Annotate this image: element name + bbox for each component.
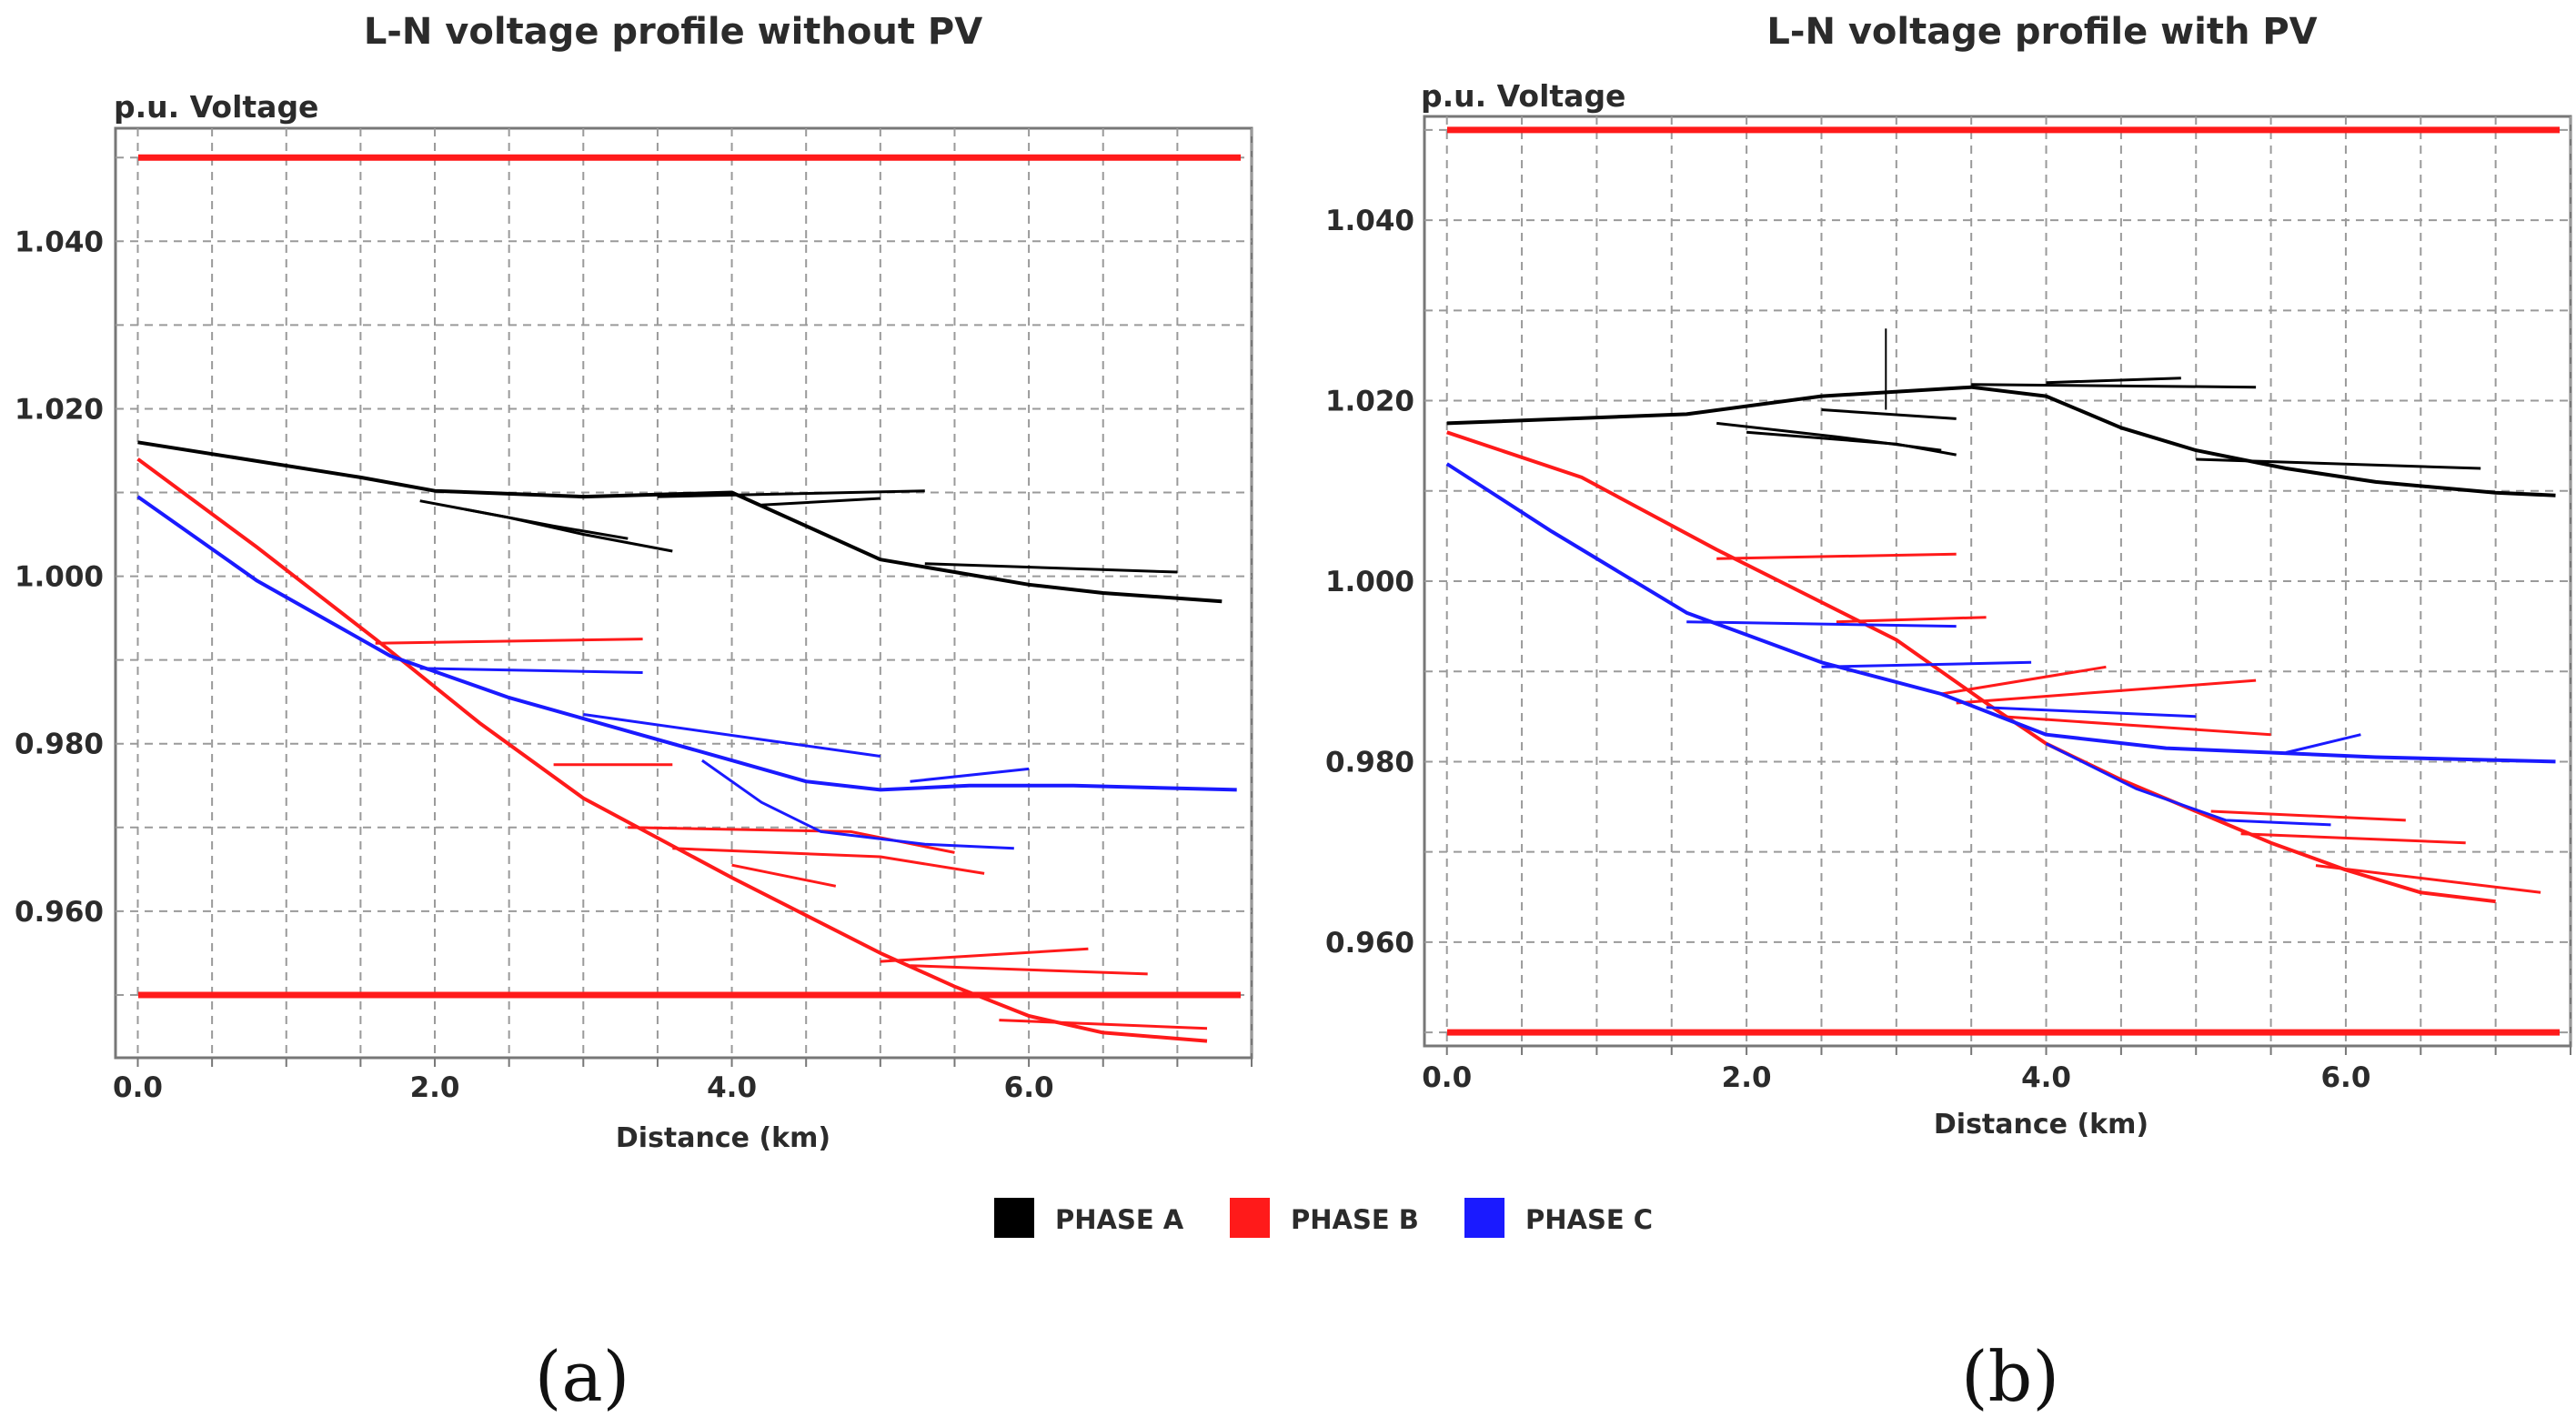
branch-line-phase-c (1986, 706, 2197, 719)
legend-item-phase-c: PHASE C (1464, 1198, 1653, 1238)
y-tick-label: 1.040 (15, 226, 104, 258)
series (1445, 328, 2556, 904)
legend-label-phase-b: PHASE B (1291, 1204, 1419, 1235)
series (136, 440, 1237, 1043)
y-tick-label: 1.020 (1325, 386, 1414, 418)
chart-title: L-N voltage profile without PV (364, 11, 982, 53)
y-tick-label: 0.980 (15, 729, 104, 761)
y-tick-label: 1.020 (15, 393, 104, 426)
voltage-limits (138, 154, 1241, 999)
y-axis-label: p.u. Voltage (1421, 78, 1625, 114)
chart-panel-a: 0.0 2.0 4.0 6.0 0.960 0.980 1.000 1.020 1.040 L-… (15, 11, 1253, 1417)
branch-line-phase-a (1821, 408, 1957, 420)
branch-line-phase-c (701, 759, 1014, 850)
legend-swatch-phase-c (1464, 1198, 1504, 1238)
branch-line-phase-b (1716, 552, 1957, 560)
branch-line-phase-b (1956, 678, 2257, 705)
branch-line-phase-b (2315, 864, 2541, 894)
branch-line-phase-a (464, 507, 629, 540)
branch-line-phase-a (761, 497, 880, 507)
plot-area-frame (114, 126, 1253, 1060)
chart-panel-b: 0.0 2.0 4.0 6.0 0.960 0.980 1.000 1.020 1.040 L-… (1325, 11, 2572, 1417)
x-tick-label: 2.0 (410, 1071, 460, 1104)
legend-swatch-phase-a (994, 1198, 1034, 1238)
y-tick-label: 0.960 (1325, 927, 1414, 960)
x-tick-label: 6.0 (1004, 1071, 1054, 1104)
x-tick-label: 0.0 (113, 1071, 163, 1104)
y-tick-label: 0.960 (15, 896, 104, 929)
chart-title: L-N voltage profile with PV (1766, 11, 2317, 53)
legend-label-phase-c: PHASE C (1525, 1204, 1653, 1235)
series-line-phase-c (1445, 462, 2556, 764)
panel-label-a: (a) (535, 1336, 630, 1417)
branch-line-phase-c (1686, 620, 1957, 628)
branch-line-phase-a (657, 489, 925, 498)
branch-line-phase-b (375, 638, 643, 645)
branch-line-phase-a (924, 562, 1178, 574)
branch-line-phase-c (2285, 733, 2361, 754)
y-tick-label: 0.980 (1325, 746, 1414, 779)
series-line-phase-c (136, 495, 1237, 792)
x-tick-label: 4.0 (707, 1071, 757, 1104)
x-axis-label: Distance (km) (1934, 1109, 2148, 1141)
legend-label-phase-a: PHASE A (1055, 1204, 1184, 1235)
legend-swatch-phase-b (1230, 1198, 1270, 1238)
x-tick-label: 0.0 (1422, 1061, 1472, 1094)
x-tick-label: 4.0 (2021, 1061, 2071, 1094)
branch-line-phase-a (1971, 383, 2257, 389)
branch-line-phase-b (2210, 809, 2406, 822)
branch-line-phase-b (1940, 665, 2107, 696)
ticks: 0.0 2.0 4.0 6.0 0.960 0.980 1.000 1.020 1.040 (15, 226, 1253, 1104)
legend-item-phase-b: PHASE B (1230, 1198, 1419, 1238)
branch-line-phase-a (2046, 377, 2181, 385)
x-tick-label: 2.0 (1722, 1061, 1772, 1094)
branch-line-phase-b (731, 863, 837, 888)
y-tick-label: 1.040 (1325, 205, 1414, 237)
branch-line-phase-b (910, 964, 1148, 976)
branch-line-phase-a (1746, 430, 1957, 457)
branch-line-phase-c (910, 767, 1030, 783)
grid (1424, 116, 2571, 1046)
branch-line-phase-c (1821, 660, 2032, 668)
series-line-phase-a (1446, 385, 2556, 497)
branch-line-phase-c (583, 713, 881, 758)
branch-line-phase-a (2196, 457, 2481, 470)
ticks: 0.0 2.0 4.0 6.0 0.960 0.980 1.000 1.020 1.040 (1325, 205, 2571, 1094)
branch-line-phase-b (2000, 715, 2271, 737)
branch-line-phase-b (628, 826, 955, 854)
legend: PHASE A PHASE B PHASE C (994, 1198, 1653, 1238)
x-axis-label: Distance (km) (616, 1122, 830, 1154)
branch-line-phase-b (880, 947, 1089, 963)
y-tick-label: 1.000 (15, 561, 104, 594)
voltage-limits (1447, 126, 2560, 1036)
panel-label-b: (b) (1961, 1336, 2059, 1417)
y-tick-label: 1.000 (1325, 566, 1414, 598)
branch-line-phase-c (419, 667, 643, 674)
branch-line-phase-b (1836, 616, 1987, 624)
branch-line-phase-b (672, 847, 985, 875)
branch-line-phase-c (2045, 742, 2331, 827)
branch-line-phase-b (999, 1019, 1208, 1030)
series-line-phase-a (137, 440, 1223, 604)
y-axis-label: p.u. Voltage (114, 89, 318, 125)
legend-item-phase-a: PHASE A (994, 1198, 1184, 1238)
x-tick-label: 6.0 (2320, 1061, 2370, 1094)
branch-line-phase-b (2240, 832, 2466, 845)
